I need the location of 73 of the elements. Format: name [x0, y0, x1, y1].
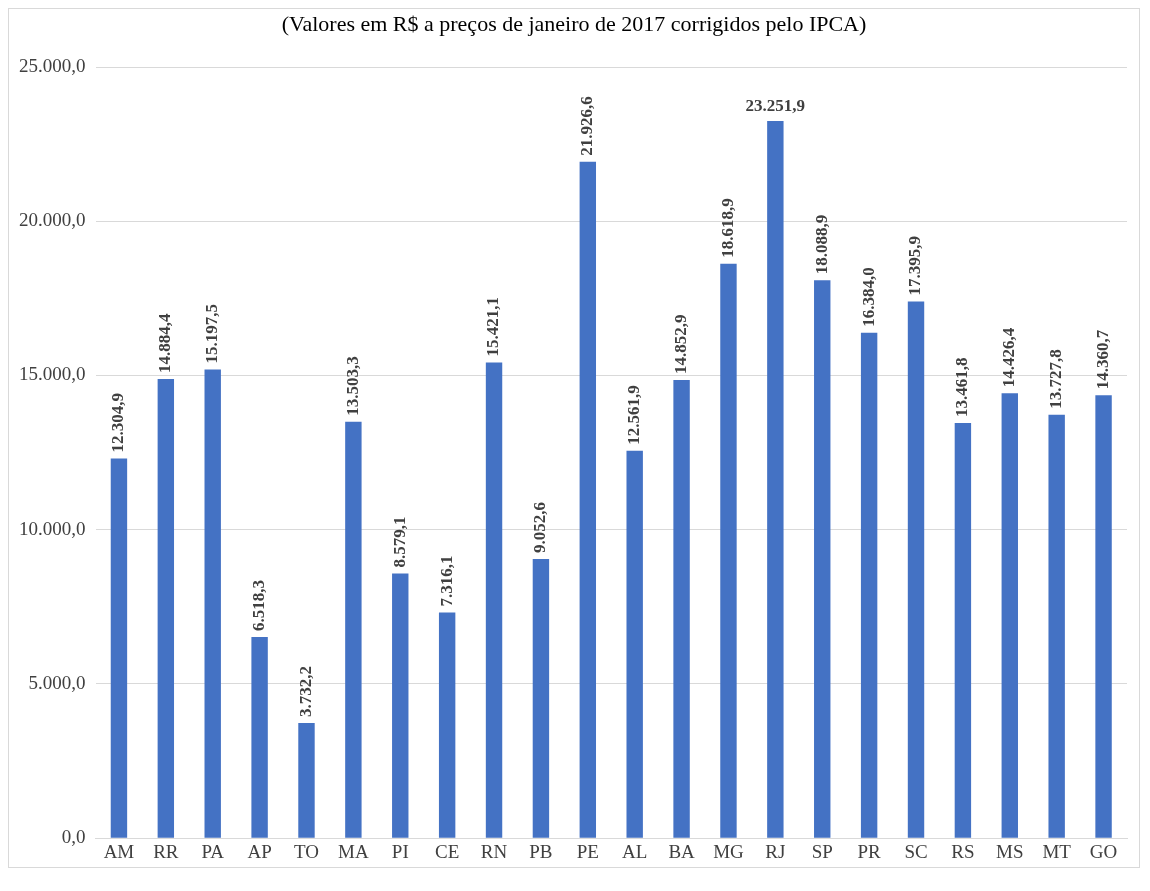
data-label: 9.052,6: [530, 501, 550, 553]
bar: [579, 161, 597, 838]
data-label: 7.316,1: [436, 555, 456, 607]
bar: [392, 573, 409, 838]
data-label: 13.727,8: [1046, 349, 1066, 409]
data-label: 8.579,1: [389, 516, 409, 568]
data-label: 12.304,9: [108, 393, 128, 453]
bar: [485, 362, 503, 838]
bar: [814, 280, 831, 838]
bar: [907, 301, 925, 838]
bar: [626, 450, 643, 838]
y-tick-label: 10.000,0: [19, 517, 86, 539]
data-label: 6.518,3: [248, 580, 268, 632]
x-tick-label: AM: [103, 840, 135, 862]
data-label: 13.503,3: [342, 356, 362, 416]
x-tick-label: AL: [622, 840, 648, 862]
x-tick-label: MT: [1042, 840, 1072, 862]
bar: [673, 380, 690, 838]
x-tick-label: MA: [338, 840, 369, 862]
bar: [438, 612, 456, 838]
data-label: 18.618,9: [717, 198, 737, 258]
data-label: 15.421,1: [483, 296, 503, 357]
bar: [345, 421, 362, 838]
x-tick-label: SC: [904, 840, 928, 862]
bar: [720, 263, 737, 838]
data-label: 14.426,4: [999, 327, 1019, 388]
bar: [1001, 393, 1018, 838]
x-tick-label: RR: [153, 840, 179, 862]
x-tick-label: PE: [576, 840, 599, 862]
bar: [298, 723, 315, 838]
data-label: 17.395,9: [905, 236, 925, 296]
bar: [251, 637, 268, 838]
bar: [157, 379, 175, 838]
x-tick-label: BA: [668, 840, 696, 862]
bar: [860, 332, 878, 838]
bar: [1048, 414, 1065, 838]
data-label: 13.461,8: [952, 357, 972, 417]
x-tick-label: RN: [480, 840, 508, 862]
data-label: 14.852,9: [670, 314, 690, 375]
data-label: 23.251,9: [745, 95, 806, 115]
x-tick-label: GO: [1089, 840, 1118, 862]
bar: [110, 458, 128, 838]
data-label: 18.088,9: [811, 214, 831, 275]
y-tick-label: 20.000,0: [19, 209, 86, 231]
data-label: 14.884,4: [155, 313, 175, 374]
data-label: 16.384,0: [858, 267, 878, 327]
chart-subtitle: (Valores em R$ a preços de janeiro de 2017 corrigidos pelo IPCA): [280, 10, 868, 37]
x-tick-label: AP: [247, 840, 272, 862]
bar: [532, 558, 550, 838]
data-label: 12.561,9: [624, 385, 644, 445]
y-tick-label: 15.000,0: [19, 363, 86, 385]
x-tick-label: TO: [294, 840, 319, 862]
x-tick-label: MG: [713, 840, 745, 862]
x-tick-label: CE: [435, 840, 460, 862]
data-label: 15.197,5: [202, 303, 222, 364]
x-tick-label: MS: [996, 840, 1024, 862]
x-tick-label: PA: [201, 840, 225, 862]
y-tick-label: 0,0: [61, 826, 86, 848]
bar: [204, 369, 221, 838]
bar: [1095, 395, 1112, 838]
data-label: 14.360,7: [1092, 329, 1112, 390]
data-label: 21.926,6: [577, 96, 597, 156]
y-tick-label: 5.000,0: [28, 671, 86, 693]
x-tick-label: PR: [857, 840, 882, 862]
bar: [767, 120, 784, 838]
x-tick-label: RJ: [765, 840, 786, 862]
y-tick-label: 25.000,0: [19, 54, 86, 76]
x-tick-label: PI: [391, 840, 409, 862]
bar: [954, 422, 972, 838]
x-tick-label: SP: [811, 840, 833, 862]
data-label: 3.732,2: [295, 666, 315, 718]
x-tick-label: RS: [951, 840, 975, 862]
x-tick-label: PB: [529, 840, 553, 862]
